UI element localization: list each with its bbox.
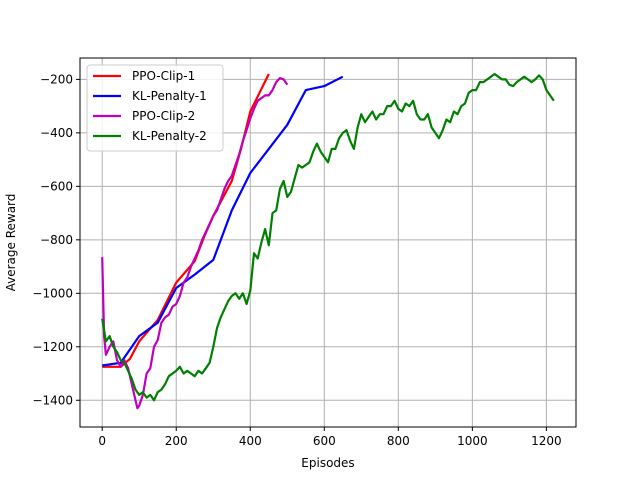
series-line-3 — [101, 76, 289, 410]
series-line-2 — [102, 75, 344, 367]
legend: PPO-Clip-1 KL-Penalty-1 PPO-Clip-2 KL-Penal… — [86, 64, 224, 152]
legend-label: KL-Penalty-2 — [132, 129, 207, 143]
x-tick-label: 800 — [387, 434, 410, 448]
plot-frame — [79, 57, 577, 428]
y-tick-label: −1400 — [32, 393, 73, 407]
y-tick-label: −800 — [40, 233, 73, 247]
x-tick-label: 200 — [165, 434, 188, 448]
y-tick-label: −400 — [40, 126, 73, 140]
legend-label: KL-Penalty-1 — [132, 89, 207, 103]
legend-box — [86, 64, 224, 152]
y-axis-label: Average Reward — [4, 194, 18, 292]
x-tick-label: 0 — [98, 434, 106, 448]
y-tick-label: −600 — [40, 179, 73, 193]
y-tick-label: −1000 — [32, 286, 73, 300]
legend-label: PPO-Clip-2 — [132, 109, 195, 123]
legend-label: PPO-Clip-1 — [132, 69, 195, 83]
ticks: 0 200 400 600 800 1000 1200 −1400 −1200 −1000 −800… — [32, 72, 561, 448]
y-tick-label: −200 — [40, 72, 73, 86]
series-line-4 — [101, 72, 555, 402]
y-tick-label: −1200 — [32, 340, 73, 354]
series-layer — [101, 72, 555, 410]
x-tick-label: 1200 — [531, 434, 562, 448]
x-tick-label: 400 — [239, 434, 262, 448]
series-line-1 — [102, 73, 270, 368]
x-tick-label: 600 — [313, 434, 336, 448]
x-tick-label: 1000 — [457, 434, 488, 448]
x-axis-label: Episodes — [301, 456, 354, 470]
